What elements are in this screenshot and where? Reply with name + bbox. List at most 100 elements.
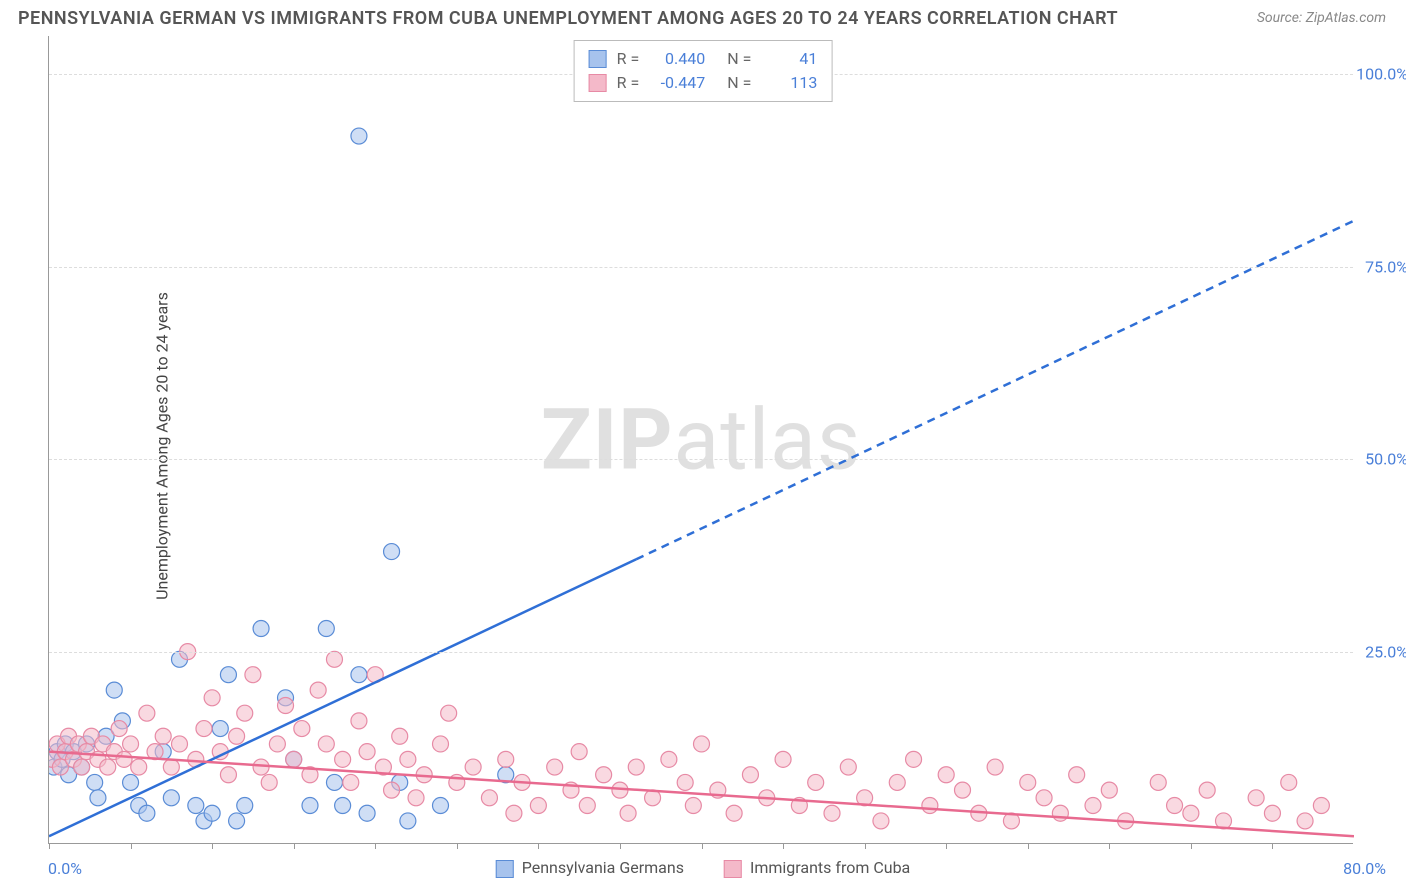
legend-swatch-icon	[496, 860, 514, 878]
scatter-point	[433, 798, 449, 814]
scatter-point	[302, 798, 318, 814]
legend-item: Pennsylvania Germans	[496, 858, 684, 878]
scatter-point	[694, 736, 710, 752]
plot-svg	[49, 36, 1354, 844]
scatter-point	[74, 759, 90, 775]
n-value: 41	[761, 47, 817, 71]
x-tick	[131, 843, 132, 849]
scatter-point	[278, 697, 294, 713]
scatter-point	[87, 774, 103, 790]
scatter-point	[359, 805, 375, 821]
scatter-point	[204, 805, 220, 821]
x-tick	[212, 843, 213, 849]
scatter-point	[824, 805, 840, 821]
scatter-point	[579, 798, 595, 814]
scatter-point	[326, 651, 342, 667]
scatter-point	[742, 767, 758, 783]
scatter-point	[261, 774, 277, 790]
scatter-point	[326, 774, 342, 790]
scatter-point	[131, 759, 147, 775]
scatter-point	[310, 682, 326, 698]
scatter-point	[106, 682, 122, 698]
correlation-row: R =-0.447N =113	[589, 71, 818, 95]
scatter-point	[1199, 782, 1215, 798]
scatter-point	[384, 544, 400, 560]
legend-label: Immigrants from Cuba	[750, 858, 910, 877]
scatter-point	[906, 751, 922, 767]
scatter-point	[465, 759, 481, 775]
scatter-point	[351, 713, 367, 729]
n-label: N =	[727, 47, 751, 71]
scatter-point	[987, 759, 1003, 775]
x-tick	[375, 843, 376, 849]
y-tick-label: 75.0%	[1365, 257, 1406, 276]
scatter-point	[351, 667, 367, 683]
scatter-point	[1101, 782, 1117, 798]
scatter-point	[245, 667, 261, 683]
scatter-point	[620, 805, 636, 821]
scatter-point	[628, 759, 644, 775]
scatter-point	[571, 744, 587, 760]
scatter-point	[1020, 774, 1036, 790]
scatter-point	[441, 705, 457, 721]
scatter-point	[335, 751, 351, 767]
chart-container: PENNSYLVANIA GERMAN VS IMMIGRANTS FROM C…	[0, 0, 1406, 892]
scatter-point	[90, 790, 106, 806]
scatter-point	[1313, 798, 1329, 814]
r-label: R =	[617, 47, 640, 71]
scatter-point	[596, 767, 612, 783]
scatter-point	[1085, 798, 1101, 814]
scatter-point	[889, 774, 905, 790]
legend-bottom: Pennsylvania Germans Immigrants from Cuba	[496, 858, 911, 878]
scatter-point	[481, 790, 497, 806]
scatter-point	[111, 721, 127, 737]
scatter-point	[343, 774, 359, 790]
scatter-point	[100, 759, 116, 775]
plot-area: ZIPatlas 25.0%50.0%75.0%100.0%	[48, 36, 1353, 844]
legend-swatch-icon	[724, 860, 742, 878]
y-tick-label: 50.0%	[1365, 450, 1406, 469]
x-tick	[1109, 843, 1110, 849]
trend-line	[49, 559, 636, 836]
x-tick	[1028, 843, 1029, 849]
scatter-point	[400, 751, 416, 767]
scatter-point	[253, 759, 269, 775]
scatter-point	[726, 805, 742, 821]
scatter-point	[229, 813, 245, 829]
correlation-row: R = 0.440 N = 41	[589, 47, 818, 71]
scatter-point	[237, 798, 253, 814]
gridline	[49, 652, 1353, 653]
r-value: -0.447	[649, 71, 705, 95]
scatter-point	[139, 705, 155, 721]
scatter-point	[335, 798, 351, 814]
scatter-point	[1150, 774, 1166, 790]
r-value: 0.440	[649, 47, 705, 71]
x-tick	[1191, 843, 1192, 849]
scatter-point	[1264, 805, 1280, 821]
legend-label: Pennsylvania Germans	[522, 858, 684, 877]
y-tick-label: 25.0%	[1365, 642, 1406, 661]
scatter-point	[400, 813, 416, 829]
scatter-point	[116, 751, 132, 767]
scatter-point	[172, 736, 188, 752]
scatter-point	[1167, 798, 1183, 814]
r-label: R =	[617, 71, 640, 95]
scatter-point	[286, 751, 302, 767]
scatter-point	[955, 782, 971, 798]
x-tick	[620, 843, 621, 849]
x-tick	[457, 843, 458, 849]
trend-line-dashed	[636, 221, 1354, 560]
scatter-point	[433, 736, 449, 752]
scatter-point	[1248, 790, 1264, 806]
scatter-point	[351, 128, 367, 144]
scatter-point	[547, 759, 563, 775]
scatter-point	[873, 813, 889, 829]
correlation-box: R =0.440N =41R =-0.447N =113	[574, 40, 833, 102]
gridline	[49, 267, 1353, 268]
scatter-point	[196, 721, 212, 737]
scatter-point	[359, 744, 375, 760]
x-axis-end-label: 80.0%	[1343, 859, 1386, 878]
scatter-point	[685, 798, 701, 814]
x-tick	[702, 843, 703, 849]
x-tick	[865, 843, 866, 849]
